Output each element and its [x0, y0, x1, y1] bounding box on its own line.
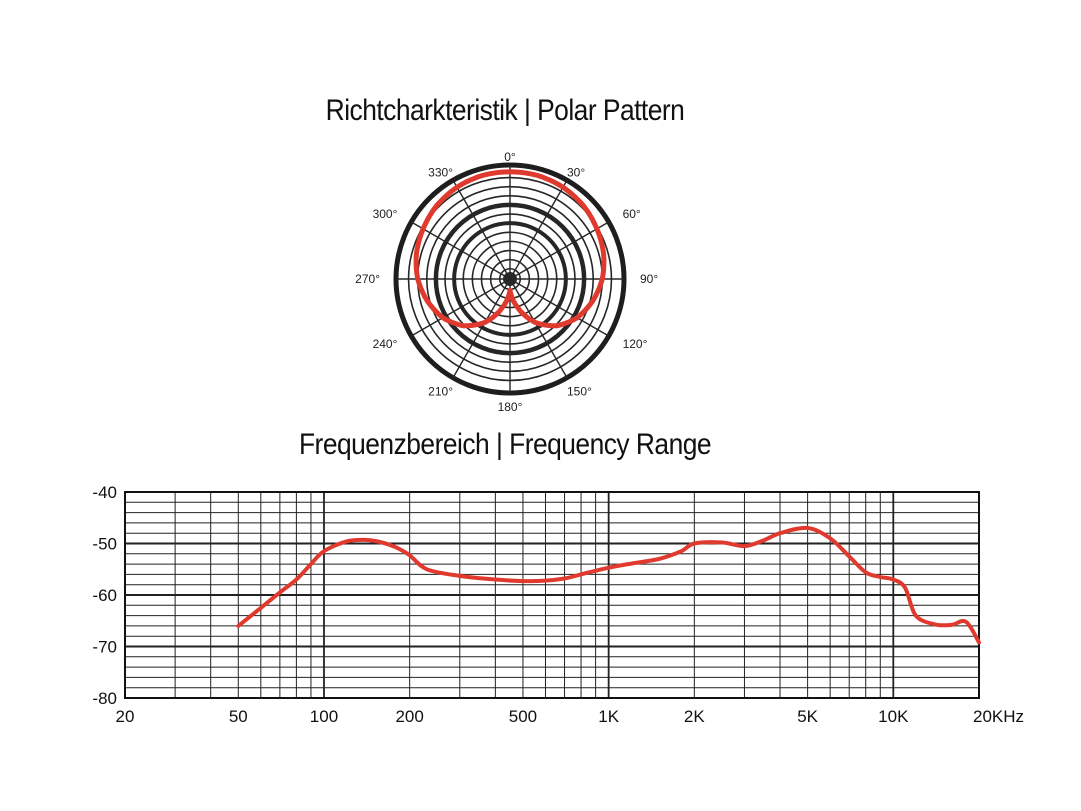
- polar-pattern-title: Richtcharkteristik | Polar Pattern: [325, 94, 685, 127]
- y-tick-label: -80: [92, 689, 117, 708]
- polar-angle-label: 150°: [567, 385, 592, 399]
- polar-angle-label: 60°: [623, 207, 641, 221]
- freq-plot-frame: [124, 491, 980, 699]
- polar-angle-label: 210°: [428, 385, 453, 399]
- x-tick-label: 2K: [684, 707, 705, 726]
- y-tick-label: -60: [92, 586, 117, 605]
- polar-angle-label: 30°: [567, 165, 585, 179]
- x-tick-label: 1K: [598, 707, 619, 726]
- polar-spoke: [410, 221, 511, 280]
- polar-angle-label: 90°: [640, 272, 658, 286]
- x-tick-label: 10K: [878, 707, 909, 726]
- polar-angle-label: 240°: [373, 337, 398, 351]
- polar-spoke: [452, 179, 511, 280]
- frequency-response-chart: 20 50 100 200 500 1K 2K 5K 10K 20KHz -40 -50 -60 -70 -…: [92, 483, 1024, 726]
- polar-spoke: [509, 179, 568, 280]
- polar-spoke: [410, 278, 511, 337]
- x-tick-label: 20KHz: [973, 707, 1024, 726]
- y-tick-label: -70: [92, 638, 117, 657]
- frequency-range-title: Frequenzbereich | Frequency Range: [298, 428, 712, 461]
- y-tick-label: -40: [92, 483, 117, 502]
- polar-spoke: [452, 278, 511, 379]
- polar-spoke: [509, 221, 610, 280]
- polar-angle-label: 300°: [373, 207, 398, 221]
- polar-angle-label: 330°: [428, 165, 453, 179]
- polar-angle-label: 120°: [623, 337, 648, 351]
- y-tick-label: -50: [92, 535, 117, 554]
- frequency-response-curve: [236, 525, 981, 645]
- polar-pattern-curve: [413, 169, 607, 329]
- polar-spoke: [509, 278, 568, 379]
- polar-angle-label: 270°: [355, 272, 380, 286]
- x-tick-label: 500: [509, 707, 537, 726]
- x-tick-label: 200: [395, 707, 423, 726]
- polar-pattern-chart: 0° 30° 60° 90° 120° 150° 180° 210° 240° 270° 300° 3…: [355, 150, 658, 414]
- polar-angle-label: 180°: [498, 400, 523, 414]
- polar-spoke: [509, 278, 610, 337]
- x-tick-label: 5K: [797, 707, 818, 726]
- polar-angle-label: 0°: [504, 150, 516, 164]
- x-tick-label: 100: [310, 707, 338, 726]
- x-tick-label: 20: [116, 707, 135, 726]
- x-tick-label: 50: [229, 707, 248, 726]
